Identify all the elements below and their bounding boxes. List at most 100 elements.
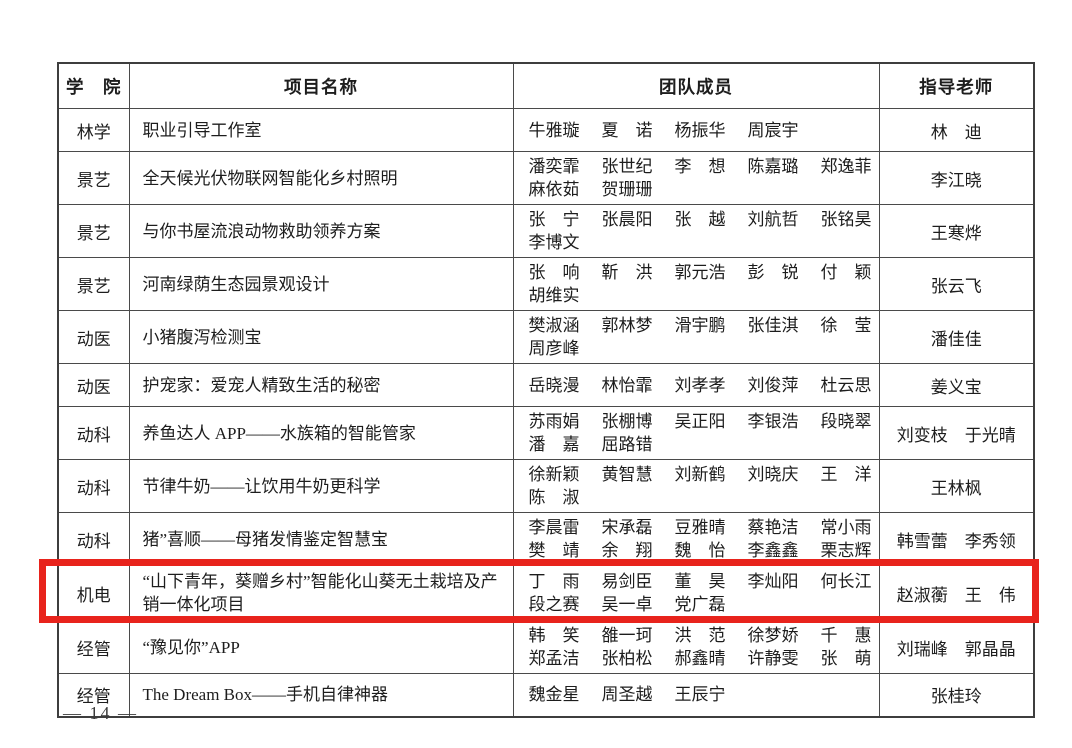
member-name: 吴正阳 xyxy=(674,412,726,431)
project-name-cell: 小猪腹泻检测宝 xyxy=(128,310,514,364)
members-line: 张 响 靳 洪 郭元浩 彭 锐 付 颖 xyxy=(529,261,877,284)
college-cell: 动科 xyxy=(57,512,130,566)
college-cell: 经管 xyxy=(57,620,130,674)
advisor-cell: 王林枫 xyxy=(878,459,1035,513)
members-line: 樊 靖 余 翔 魏 怡 李鑫鑫 栗志辉 xyxy=(529,539,877,562)
members-line: 潘奕霏 张世纪 李 想 陈嘉璐 郑逸菲 xyxy=(529,155,877,178)
table-row: 动医 护宠家：爱宠人精致生活的秘密 岳晓漫 林怡霏 刘孝孝 刘俊萍 杜云思 姜义宝 xyxy=(57,363,1035,407)
member-name: 蔡艳洁 xyxy=(747,518,799,537)
members-line: 郑孟洁 张柏松 郝鑫晴 许静雯 张 萌 xyxy=(529,647,877,670)
member-name: 靳 洪 xyxy=(601,263,653,282)
table-row: 景艺 全天候光伏物联网智能化乡村照明 潘奕霏 张世纪 李 想 陈嘉璐 郑逸菲 麻依茹 贺珊珊 李江… xyxy=(57,151,1035,205)
member-name: 李鑫鑫 xyxy=(747,541,799,560)
team-members-cell: 樊淑涵 郭林梦 滑宇鹏 张佳淇 徐 莹周彦峰 xyxy=(512,310,880,364)
members-line: 周彦峰 xyxy=(529,337,877,360)
member-name: 周圣越 xyxy=(601,685,653,705)
member-name: 胡维实 xyxy=(528,286,580,305)
team-members-cell: 张 宁 张晨阳 张 越 刘航哲 张铭昊 李博文 xyxy=(512,204,880,258)
member-name: 周宸宇 xyxy=(747,120,799,140)
member-name: 刘俊萍 xyxy=(747,375,799,395)
project-name-cell: 全天候光伏物联网智能化乡村照明 xyxy=(128,151,514,205)
member-name: 夏 诺 xyxy=(601,120,653,140)
project-name-cell: “豫见你”APP xyxy=(128,620,514,674)
team-members-cell: 张 响 靳 洪 郭元浩 彭 锐 付 颖胡维实 xyxy=(512,257,880,311)
members-line: 陈 淑 xyxy=(529,486,877,509)
team-members-cell: 韩 笑 雒一珂 洪 范 徐梦娇 千 惠郑孟洁 张柏松 郝鑫晴 许静雯 张 萌 xyxy=(512,620,880,674)
projects-table: 学 院 项目名称 团队成员 指导老师 林学 职业引导工作室 牛雅璇 夏 诺 杨振华 周宸宇… xyxy=(57,62,1035,718)
members-line: 樊淑涵 郭林梦 滑宇鹏 张佳淇 徐 莹 xyxy=(529,314,877,337)
members-line: 魏金星 周圣越 王辰宁 xyxy=(529,683,877,706)
member-name: 党广磊 xyxy=(674,595,726,614)
member-name: 郑逸菲 xyxy=(820,157,872,176)
team-members-cell: 岳晓漫 林怡霏 刘孝孝 刘俊萍 杜云思 xyxy=(512,363,880,407)
table-row: 动科 养鱼达人 APP——水族箱的智能管家 苏雨娟 张棚博 吴正阳 李银浩 段晓翠潘 嘉 屈路… xyxy=(57,406,1035,460)
member-name: 黄智慧 xyxy=(601,465,653,484)
member-name: 贺珊珊 xyxy=(601,180,653,199)
member-name: 滑宇鹏 xyxy=(674,316,726,335)
member-name: 麻依茹 xyxy=(528,180,580,199)
members-line: 徐新颖 黄智慧 刘新鹤 刘晓庆 王 洋 xyxy=(529,463,877,486)
member-name: 李博文 xyxy=(528,233,580,252)
college-cell: 经管 xyxy=(57,673,130,717)
member-name: 徐梦娇 xyxy=(747,626,799,645)
team-members-cell: 潘奕霏 张世纪 李 想 陈嘉璐 郑逸菲麻依茹 贺珊珊 xyxy=(512,151,880,205)
header-members: 团队成员 xyxy=(512,62,880,109)
members-line: 张 宁 张晨阳 张 越 刘航哲 张铭昊 xyxy=(529,208,877,231)
project-name-cell: 护宠家：爱宠人精致生活的秘密 xyxy=(128,363,514,407)
member-name: 郑孟洁 xyxy=(528,649,580,668)
table-row: 景艺 与你书屋流浪动物救助领养方案张 宁 张晨阳 张 越 刘航哲 张铭昊 李博文 王寒烨 xyxy=(57,204,1035,258)
member-name: 杨振华 xyxy=(674,120,726,140)
project-name-cell: 节律牛奶——让饮用牛奶更科学 xyxy=(128,459,514,513)
member-name: 潘 嘉 xyxy=(528,435,580,454)
advisor-cell: 张云飞 xyxy=(878,257,1035,311)
member-name: 樊淑涵 xyxy=(528,316,580,335)
member-name: 张 萌 xyxy=(820,649,872,668)
members-line: 岳晓漫 林怡霏 刘孝孝 刘俊萍 杜云思 xyxy=(529,374,877,397)
advisor-cell: 刘瑞峰 郭晶晶 xyxy=(878,620,1035,674)
member-name: 刘航哲 xyxy=(747,210,799,229)
team-members-cell: 牛雅璇 夏 诺 杨振华 周宸宇 xyxy=(512,108,880,152)
members-line: 胡维实 xyxy=(529,284,877,307)
member-name: 王 洋 xyxy=(820,465,872,484)
member-name: 韩 笑 xyxy=(528,626,580,645)
member-name: 王辰宁 xyxy=(674,685,726,705)
member-name: 苏雨娟 xyxy=(528,412,580,431)
member-name: 段之赛 xyxy=(528,595,580,614)
advisor-cell: 林 迪 xyxy=(878,108,1035,152)
page-number: — 14 — xyxy=(63,703,138,723)
member-name: 牛雅璇 xyxy=(528,120,580,140)
member-name: 杜云思 xyxy=(820,375,872,395)
member-name: 陈 淑 xyxy=(528,488,580,507)
member-name: 张 响 xyxy=(528,263,580,282)
member-name: 陈嘉璐 xyxy=(747,157,799,176)
member-name: 张 宁 xyxy=(528,210,580,229)
member-name: 宋承磊 xyxy=(601,518,653,537)
member-name: 李 想 xyxy=(674,157,726,176)
member-name: 周彦峰 xyxy=(528,339,580,358)
table-row: 动科 节律牛奶——让饮用牛奶更科学 徐新颖 黄智慧 刘新鹤 刘晓庆 王 洋陈 淑 王林枫 xyxy=(57,459,1035,513)
member-name: 刘晓庆 xyxy=(747,465,799,484)
members-line: 麻依茹 贺珊珊 xyxy=(529,178,877,201)
header-advisor: 指导老师 xyxy=(878,62,1035,109)
table-body: 林学 职业引导工作室 牛雅璇夏 诺杨振华 周宸宇林 迪景艺 全天候光伏物联网智能化乡村照… xyxy=(57,108,1035,717)
member-name: 郭林梦 xyxy=(601,316,653,335)
member-name: 张佳淇 xyxy=(747,316,799,335)
project-name-cell: The Dream Box——手机自律神器 xyxy=(128,673,514,717)
member-name: 李银浩 xyxy=(747,412,799,431)
members-line: 李博文 xyxy=(529,231,877,254)
advisor-cell: 姜义宝 xyxy=(878,363,1035,407)
table-header-row: 学 院 项目名称 团队成员 指导老师 xyxy=(57,62,1035,109)
member-name: 张世纪 xyxy=(601,157,653,176)
member-name: 张铭昊 xyxy=(820,210,872,229)
members-line: 丁 雨 易剑臣 董 昊 李灿阳 何长江 xyxy=(529,570,877,593)
college-cell: 景艺 xyxy=(57,257,130,311)
advisor-cell: 王寒烨 xyxy=(878,204,1035,258)
member-name: 张晨阳 xyxy=(601,210,653,229)
advisor-cell: 潘佳佳 xyxy=(878,310,1035,364)
project-name-cell: “山下青年，葵赠乡村”智能化山葵无土栽培及产销一体化项目 xyxy=(128,565,514,621)
member-name: 刘新鹤 xyxy=(674,465,726,484)
member-name: 刘孝孝 xyxy=(674,375,726,395)
member-name: 樊 靖 xyxy=(528,541,580,560)
member-name: 潘奕霏 xyxy=(528,157,580,176)
member-name: 徐新颖 xyxy=(528,465,580,484)
